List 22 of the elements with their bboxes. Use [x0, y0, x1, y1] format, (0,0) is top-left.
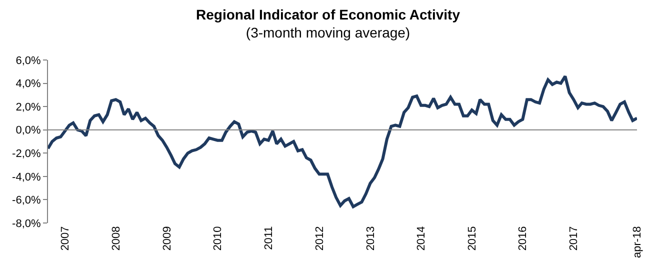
x-tick-label: 2009 [161, 226, 174, 251]
y-tick-label: -6,0% [12, 194, 42, 207]
x-tick-label: 2017 [568, 226, 580, 251]
x-tick-label: 2015 [466, 226, 478, 251]
x-tick-label: 2013 [364, 226, 377, 251]
y-tick-label: 0,0% [16, 124, 42, 137]
x-tick-label: 2008 [110, 226, 122, 251]
x-tick-label: 2007 [60, 226, 72, 251]
y-tick-label: 4,0% [16, 78, 42, 90]
x-tick-label: 2012 [314, 226, 326, 251]
x-tick-label: 2016 [517, 226, 530, 251]
chart-subtitle: (3-month moving average) [246, 24, 410, 41]
x-tick-label: apr-18 [632, 226, 644, 258]
x-tick-label: 2011 [262, 226, 275, 250]
chart-title: Regional Indicator of Economic Activity [196, 6, 460, 22]
y-tick-label: 2,0% [16, 101, 42, 114]
y-tick-label: 6,0% [16, 54, 42, 67]
x-tick-label: 2010 [212, 226, 224, 251]
x-tick-label: 2014 [416, 226, 428, 251]
y-tick-label: -4,0% [12, 171, 42, 184]
y-tick-label: -2,0% [12, 148, 42, 160]
y-tick-label: -8,0% [12, 218, 42, 230]
